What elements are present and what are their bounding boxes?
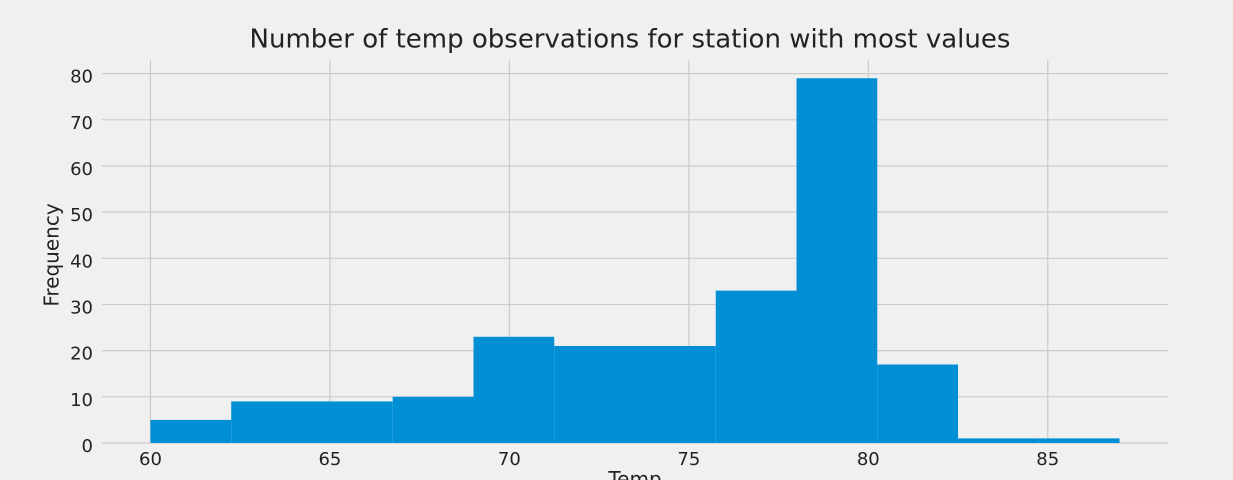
bar <box>715 290 797 443</box>
bar <box>635 346 716 443</box>
bar <box>311 401 393 443</box>
y-tick-label: 70 <box>70 113 93 134</box>
y-tick-label: 80 <box>70 67 93 88</box>
bar <box>150 419 232 443</box>
bar <box>231 401 312 443</box>
x-tick-label: 65 <box>318 449 341 470</box>
x-tick-label: 60 <box>139 449 162 470</box>
x-tick-label: 75 <box>677 449 700 470</box>
y-tick-label: 10 <box>70 390 93 411</box>
bar <box>473 336 555 443</box>
x-tick-label: 80 <box>857 449 880 470</box>
bar <box>1038 438 1120 443</box>
y-tick-label: 20 <box>70 344 93 365</box>
y-tick-label: 40 <box>70 251 93 272</box>
y-tick-label: 60 <box>70 159 93 180</box>
y-tick-label: 0 <box>82 436 93 457</box>
bar <box>958 438 1039 443</box>
x-tick-label: 85 <box>1036 449 1059 470</box>
x-axis-label: Temp <box>607 467 661 480</box>
y-axis-label: Frequency <box>40 203 64 306</box>
x-tick-label: 70 <box>498 449 521 470</box>
y-tick-label: 50 <box>70 205 93 226</box>
bar <box>877 364 959 443</box>
bar <box>796 78 878 443</box>
bar <box>392 396 474 443</box>
bar <box>554 346 635 443</box>
y-tick-label: 30 <box>70 297 93 318</box>
chart-title: Number of temp observations for station … <box>250 25 1011 55</box>
